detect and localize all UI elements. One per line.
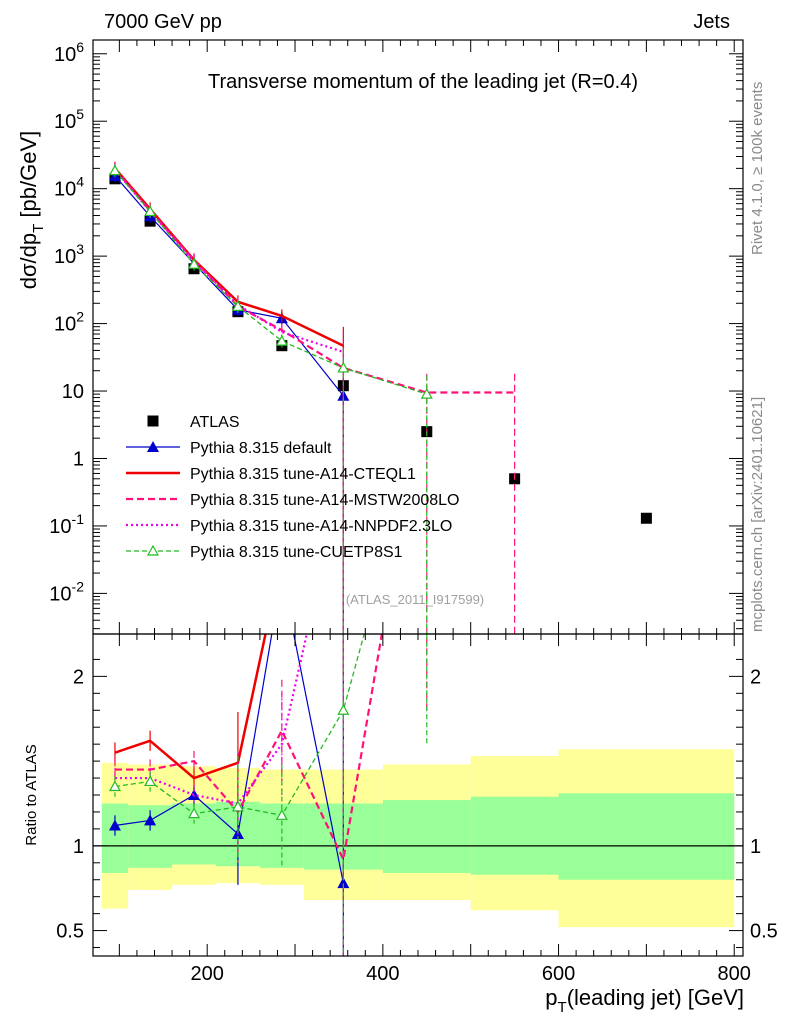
y-tick-label: 1 <box>73 448 84 470</box>
jets-label: Jets <box>693 11 730 33</box>
y-tick-label: 10-1 <box>49 511 84 538</box>
green-band-segment <box>558 793 735 880</box>
pythia-8-315-tune-cuetp8s1-line <box>114 170 427 395</box>
x-tick-label: 200 <box>191 963 224 985</box>
y-tick-label: 104 <box>54 174 84 201</box>
ratio-axis-title: Ratio to ATLAS <box>23 744 40 845</box>
y-axis-title: dσ/dpT [pb/GeV] <box>16 131 47 290</box>
x-axis-title: pT(leading jet) [GeV] <box>545 985 744 1016</box>
energy-label: 7000 GeV pp <box>104 11 222 33</box>
x-tick-label: 400 <box>366 963 399 985</box>
legend-label: ATLAS <box>190 414 240 431</box>
atlas-data-point <box>640 512 652 524</box>
analysis-id-watermark: (ATLAS_2011_I917599) <box>346 592 484 607</box>
pythia-8-315-tune-a14-mstw2008lo-line <box>114 168 515 394</box>
pythia-8-315-tune-cuetp8s1-marker <box>337 361 350 373</box>
legend-label: Pythia 8.315 tune-A14-MSTW2008LO <box>190 492 459 509</box>
main-panel-data <box>108 161 652 634</box>
ratio-y-tick-label-right: 0.5 <box>750 921 778 943</box>
pythia-8-315-tune-cuetp8s1-ratio-marker <box>187 807 201 819</box>
green-band-segment <box>101 803 129 873</box>
pythia-8-315-tune-cuetp8s1-marker <box>275 334 288 346</box>
pythia-8-315-tune-cuetp8s1-ratio-marker <box>337 704 350 715</box>
x-tick-label: 800 <box>718 963 751 985</box>
legend-marker-pythia-8-315-default <box>147 441 159 452</box>
pythia-8-315-tune-cuetp8s1-marker <box>144 205 157 217</box>
y-tick-label: 106 <box>54 39 84 66</box>
pythia-8-315-tune-a14-cteql1-line <box>114 167 344 347</box>
pythia-8-315-tune-a14-nnpdf2-3lo-line <box>114 169 344 353</box>
svg-text:dσ/dpT [pb/GeV]: dσ/dpT [pb/GeV] <box>16 131 47 290</box>
green-band-segment <box>382 800 471 873</box>
y-tick-label: 105 <box>54 106 84 133</box>
legend-label: Pythia 8.315 default <box>190 440 332 457</box>
y-tick-label: 102 <box>54 309 84 336</box>
ratio-y-tick-label: 1 <box>73 836 84 858</box>
pythia-8-315-tune-cuetp8s1-ratio-marker <box>144 775 157 787</box>
pythia-8-315-tune-cuetp8s1-ratio-marker <box>275 809 288 820</box>
legend-marker-atlas <box>147 415 159 427</box>
pythia-8-315-tune-cuetp8s1-ratio-marker <box>108 780 121 792</box>
chart-title: Transverse momentum of the leading jet (… <box>208 71 638 93</box>
ratio-y-tick-label-right: 2 <box>750 666 761 688</box>
green-band-segment <box>470 796 559 875</box>
ratio-y-tick-label: 0.5 <box>56 921 84 943</box>
pythia-8-315-tune-cuetp8s1-marker <box>187 257 201 269</box>
pythia-8-315-tune-cuetp8s1-marker <box>231 300 244 311</box>
pythia-8-315-default-line <box>114 175 344 397</box>
pythia-8-315-default-ratio-marker <box>188 789 201 800</box>
pythia-8-315-default-ratio-marker <box>144 814 157 826</box>
axis-ticks: 200 400 600 800 10-2 10-1 1 10 102 103 104 105 106 0.… <box>49 39 778 985</box>
svg-text:pT(leading jet) [GeV]: pT(leading jet) [GeV] <box>545 985 744 1016</box>
legend: ATLAS Pythia 8.315 default Pythia 8.315 tu… <box>126 414 459 561</box>
pythia-8-315-tune-cuetp8s1-ratio-marker <box>231 800 244 812</box>
x-tick-label: 600 <box>542 963 575 985</box>
ratio-y-tick-label-right: 1 <box>750 836 761 858</box>
pythia-8-315-tune-cuetp8s1-marker <box>420 387 433 399</box>
pythia-8-315-default-ratio-line <box>114 634 344 884</box>
pythia-8-315-default-ratio-marker <box>276 569 288 580</box>
legend-label: Pythia 8.315 tune-CUETP8S1 <box>190 544 403 561</box>
mcplots-label: mcplots.cern.ch [arXiv:2401.10621] <box>749 397 766 632</box>
y-tick-label: 10 <box>62 381 84 403</box>
ratio-y-tick-label: 2 <box>73 666 84 688</box>
pythia-8-315-default-ratio-marker <box>337 877 350 889</box>
legend-marker-pythia-8-315-tune-cuetp8s1 <box>146 544 160 556</box>
pythia-8-315-default-ratio-marker <box>108 819 121 831</box>
ratio-panel-data <box>108 569 428 956</box>
rivet-version-label: Rivet 4.1.0, ≥ 100k events <box>749 82 766 255</box>
pythia-8-315-tune-a14-cteql1-ratio-line <box>114 634 267 780</box>
legend-label: Pythia 8.315 tune-A14-NNPDF2.3LO <box>190 518 452 535</box>
y-tick-label: 103 <box>54 241 84 268</box>
pythia-8-315-tune-cuetp8s1-marker <box>108 164 121 176</box>
y-tick-label: 10-2 <box>49 578 84 605</box>
legend-label: Pythia 8.315 tune-A14-CTEQL1 <box>190 466 416 483</box>
